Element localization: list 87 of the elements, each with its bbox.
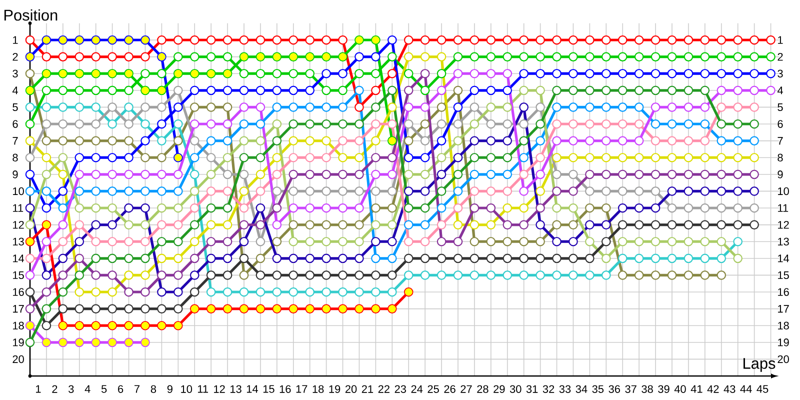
x-tick-label: 17	[296, 385, 308, 393]
y2-tick-label: 18	[778, 322, 789, 330]
x-tick-label: 22	[378, 385, 390, 393]
x-tick-label: 16	[280, 385, 291, 393]
x-tick-label: 25	[428, 385, 439, 393]
y-tick-label: 20	[12, 355, 24, 364]
x-axis-title: Laps	[744, 358, 776, 372]
x-tick-label: 39	[658, 385, 670, 393]
x-tick-label: 36	[608, 385, 620, 393]
x-tick-label: 27	[460, 385, 472, 393]
y-tick-label: 13	[13, 238, 24, 246]
y2-tick-label: 3	[778, 70, 783, 78]
y-tick-label: 8	[12, 154, 18, 162]
x-tick-label: 10	[181, 385, 192, 393]
x-tick-label: 29	[494, 385, 505, 393]
y2-tick-label: 2	[778, 52, 783, 61]
y2-tick-label: 7	[778, 137, 783, 145]
y-tick-label: 6	[12, 120, 18, 128]
x-tick-label: 41	[690, 385, 702, 393]
y2-tick-label: 4	[777, 86, 783, 94]
x-tick-label: 14	[246, 385, 258, 393]
x-tick-label: 28	[477, 385, 488, 393]
y-tick-label: 18	[13, 322, 24, 330]
x-tick-label: 26	[444, 385, 456, 393]
x-tick-label: 21	[362, 385, 374, 393]
x-tick-label: 35	[592, 385, 604, 393]
y-tick-label: 14	[13, 254, 24, 262]
x-tick-label: 20	[345, 385, 357, 393]
x-tick-label: 33	[559, 385, 571, 393]
y-tick-label: 7	[12, 137, 18, 145]
x-tick-label: 6	[118, 385, 124, 393]
x-tick-label: 13	[230, 385, 242, 393]
x-tick-label: 11	[198, 385, 208, 393]
y2-tick-label: 12	[778, 220, 789, 229]
y2-tick-label: 1	[778, 36, 783, 44]
y-tick-label: 10	[13, 187, 24, 196]
y-tick-label: 12	[13, 220, 24, 229]
y-tick-label: 1	[13, 36, 18, 44]
x-tick-label: 12	[214, 385, 225, 393]
y-axis-title: Position	[4, 9, 58, 21]
x-tick-label: 30	[510, 385, 522, 393]
x-tick-label: 43	[724, 385, 736, 393]
y2-tick-label: 6	[778, 120, 783, 128]
x-tick-label: 3	[68, 385, 74, 393]
x-tick-label: 38	[642, 385, 653, 393]
y2-tick-label: 8	[778, 154, 783, 162]
y-tick-label: 3	[12, 70, 18, 78]
y-tick-label: 15	[13, 271, 24, 280]
y2-tick-label: 15	[778, 271, 789, 280]
y-tick-label: 16	[13, 288, 24, 296]
x-tick-label: 44	[740, 385, 752, 393]
x-tick-label: 9	[167, 385, 172, 393]
x-tick-label: 19	[329, 385, 340, 393]
y2-tick-label: 17	[778, 305, 789, 313]
y2-tick-label: 9	[778, 170, 783, 178]
y2-tick-label: 10	[778, 187, 789, 196]
y-tick-label: 17	[13, 305, 24, 313]
x-tick-label: 24	[411, 385, 423, 393]
y2-tick-label: 14	[778, 254, 790, 262]
x-tick-label: 31	[526, 385, 538, 393]
x-tick-label: 4	[84, 385, 90, 393]
x-tick-label: 40	[674, 385, 686, 393]
x-tick-label: 5	[101, 385, 107, 393]
y-tick-label: 4	[12, 86, 18, 94]
x-tick-label: 45	[756, 385, 768, 393]
x-tick-label: 37	[625, 385, 636, 393]
y-tick-label: 11	[13, 204, 24, 212]
x-tick-label: 8	[150, 385, 156, 393]
x-tick-label: 2	[52, 385, 58, 393]
x-tick-label: 15	[263, 385, 274, 393]
y2-tick-label: 11	[778, 204, 788, 212]
y-tick-label: 5	[12, 103, 18, 112]
x-tick-label: 32	[542, 385, 554, 393]
x-tick-label: 18	[312, 385, 324, 393]
y2-tick-label: 13	[778, 238, 789, 246]
x-tick-label: 23	[394, 385, 406, 393]
x-tick-label: 42	[707, 385, 719, 393]
y-tick-label: 9	[12, 170, 18, 178]
y2-tick-label: 20	[778, 355, 789, 364]
y2-tick-label: 5	[778, 103, 783, 112]
y2-tick-label: 19	[778, 338, 789, 346]
x-tick-label: 1	[36, 385, 41, 393]
x-tick-label: 34	[576, 385, 588, 393]
x-tick-label: 7	[134, 385, 140, 393]
y-tick-label: 2	[12, 52, 18, 61]
y2-tick-label: 16	[778, 288, 789, 296]
y-tick-label: 19	[13, 338, 24, 346]
